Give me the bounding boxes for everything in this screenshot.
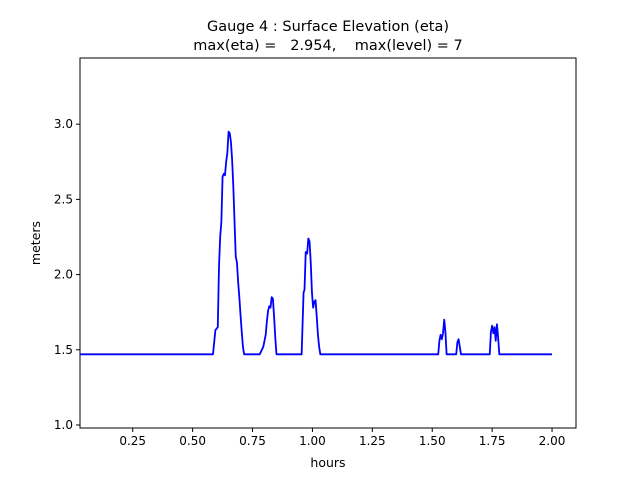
x-tick-label: 0.75 bbox=[239, 434, 266, 448]
x-axis: 0.25 0.50 0.75 1.00 1.25 1.50 1.75 2.00 bbox=[119, 428, 565, 448]
y-tick-label: 2.5 bbox=[54, 192, 73, 206]
y-tick-label: 2.0 bbox=[54, 268, 73, 282]
plot-area bbox=[79, 57, 577, 429]
chart-title: Gauge 4 : Surface Elevation (eta) bbox=[207, 19, 449, 35]
x-tick-label: 1.75 bbox=[479, 434, 506, 448]
y-tick-label: 1.5 bbox=[54, 343, 73, 357]
x-tick-label: 0.50 bbox=[179, 434, 206, 448]
y-tick-label: 3.0 bbox=[54, 117, 73, 131]
y-axis-label: meters bbox=[28, 221, 43, 265]
series-line-eta bbox=[80, 130, 553, 356]
x-tick-label: 1.25 bbox=[359, 434, 386, 448]
x-tick-label: 2.00 bbox=[539, 434, 566, 448]
plot-frame bbox=[79, 57, 577, 429]
x-axis-label: hours bbox=[310, 455, 345, 470]
series-layer bbox=[80, 130, 553, 356]
x-tick-label: 0.25 bbox=[119, 434, 146, 448]
chart-subtitle: max(eta) = 2.954, max(level) = 7 bbox=[193, 38, 463, 54]
x-tick-label: 1.00 bbox=[299, 434, 326, 448]
y-axis: 1.0 1.5 2.0 2.5 3.0 bbox=[54, 117, 80, 432]
y-tick-label: 1.0 bbox=[54, 418, 73, 432]
x-tick-label: 1.50 bbox=[419, 434, 446, 448]
